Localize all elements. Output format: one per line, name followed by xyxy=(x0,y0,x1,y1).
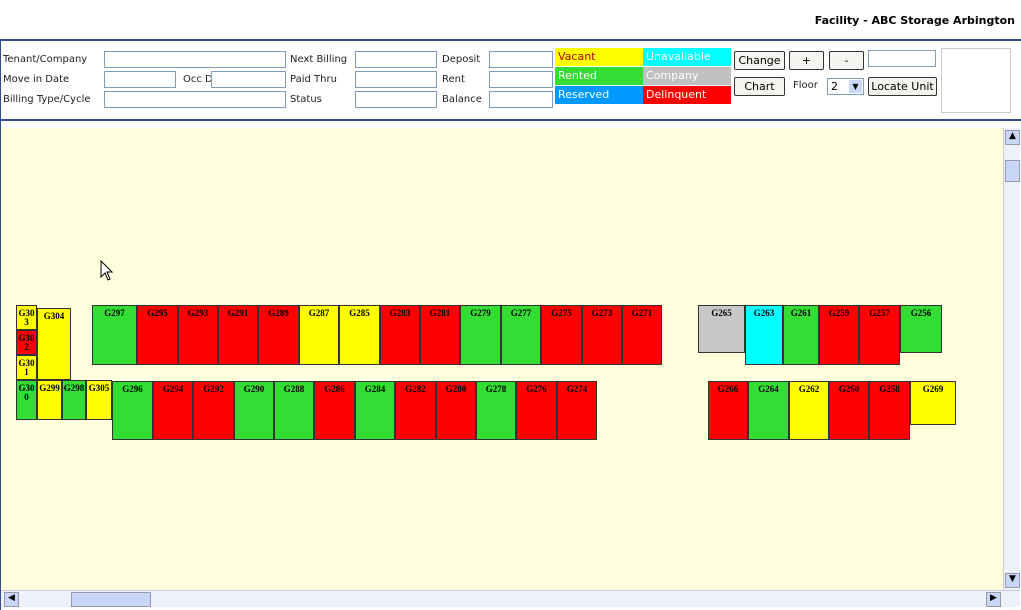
storage-unit[interactable]: G263 xyxy=(745,305,783,365)
storage-unit[interactable]: G264 xyxy=(748,381,789,440)
scroll-left[interactable]: ◀ xyxy=(4,592,19,607)
storage-unit[interactable]: G295 xyxy=(137,305,178,365)
field-label: Next Billing xyxy=(290,54,348,65)
text-input[interactable] xyxy=(355,91,437,108)
scroll-up[interactable]: ▲ xyxy=(1005,130,1020,145)
storage-unit[interactable]: G285 xyxy=(339,305,380,365)
storage-unit[interactable]: G269 xyxy=(910,381,956,425)
legend-item: Vacant xyxy=(555,48,643,66)
field-label: Deposit xyxy=(442,54,481,65)
scroll-thumb[interactable] xyxy=(1005,160,1020,182)
text-input[interactable] xyxy=(355,51,437,68)
legend-item: Unavailable xyxy=(643,48,731,66)
storage-unit[interactable]: G282 xyxy=(395,381,436,440)
vertical-scrollbar[interactable]: ▲ ▼ xyxy=(1003,128,1020,590)
divider xyxy=(0,39,1021,41)
storage-unit[interactable]: G262 xyxy=(789,381,829,440)
text-input[interactable] xyxy=(104,71,176,88)
storage-unit[interactable]: G265 xyxy=(698,305,745,353)
storage-unit[interactable]: G286 xyxy=(314,381,355,440)
mouse-cursor xyxy=(100,260,114,281)
storage-unit[interactable]: G305 xyxy=(86,380,112,420)
storage-unit[interactable]: G292 xyxy=(193,381,234,440)
storage-unit[interactable]: G287 xyxy=(299,305,339,365)
storage-unit[interactable]: G301 xyxy=(16,355,37,380)
storage-unit[interactable]: G277 xyxy=(501,305,541,365)
text-input[interactable] xyxy=(211,71,286,88)
button[interactable]: Change xyxy=(734,51,785,70)
storage-unit[interactable]: G293 xyxy=(178,305,218,365)
storage-unit[interactable]: G298 xyxy=(62,380,86,420)
storage-unit[interactable]: G271 xyxy=(622,305,662,365)
storage-unit[interactable]: G303 xyxy=(16,305,37,330)
floor-label: Floor xyxy=(793,80,818,91)
left-border xyxy=(0,40,1,610)
button[interactable]: + xyxy=(789,51,824,70)
field-label: Balance xyxy=(442,94,482,105)
text-input[interactable] xyxy=(104,91,286,108)
field-label: Occ Days xyxy=(183,74,231,85)
storage-unit[interactable]: G279 xyxy=(460,305,501,365)
storage-unit[interactable]: G275 xyxy=(541,305,582,365)
storage-unit[interactable]: G258 xyxy=(869,381,910,440)
legend-item: Reserved xyxy=(555,86,643,104)
storage-unit[interactable]: G284 xyxy=(355,381,395,440)
dropdown-arrow[interactable]: ▼ xyxy=(849,80,862,93)
button[interactable]: - xyxy=(829,51,864,70)
storage-unit[interactable]: G259 xyxy=(819,305,859,365)
field-label: Billing Type/Cycle xyxy=(3,94,91,105)
facility-title: Facility - ABC Storage Arbington xyxy=(814,14,1015,27)
scroll-down[interactable]: ▼ xyxy=(1005,573,1020,588)
field-label: Move in Date xyxy=(3,74,70,85)
storage-unit[interactable]: G300 xyxy=(16,380,37,420)
legend-item: Delinquent xyxy=(643,86,731,104)
button[interactable]: Chart xyxy=(734,77,785,96)
storage-unit[interactable]: G290 xyxy=(234,381,274,440)
storage-unit[interactable]: G304 xyxy=(37,308,71,380)
storage-unit[interactable]: G256 xyxy=(900,305,942,353)
storage-unit[interactable]: G291 xyxy=(218,305,258,365)
storage-unit[interactable]: G288 xyxy=(274,381,314,440)
scroll-right[interactable]: ▶ xyxy=(986,592,1001,607)
divider xyxy=(0,119,1021,121)
field-label: Paid Thru xyxy=(290,74,337,85)
storage-unit[interactable]: G281 xyxy=(420,305,460,365)
text-input[interactable] xyxy=(489,91,553,108)
field-label: Rent xyxy=(442,74,465,85)
storage-unit[interactable]: G299 xyxy=(37,380,62,420)
scroll-thumb[interactable] xyxy=(71,592,151,607)
storage-unit[interactable]: G261 xyxy=(783,305,819,365)
legend-item: Company xyxy=(643,67,731,85)
storage-unit[interactable]: G289 xyxy=(258,305,299,365)
floor-select[interactable]: 2 ▼ xyxy=(827,78,864,95)
button[interactable]: Locate Unit xyxy=(868,77,937,96)
storage-unit[interactable]: G260 xyxy=(829,381,869,440)
storage-unit[interactable]: G280 xyxy=(436,381,476,440)
storage-unit[interactable]: G302 xyxy=(16,330,37,355)
text-input[interactable] xyxy=(489,51,553,68)
storage-unit[interactable]: G273 xyxy=(582,305,622,365)
floor-value: 2 xyxy=(831,80,838,93)
storage-unit[interactable]: G283 xyxy=(380,305,420,365)
storage-unit[interactable]: G294 xyxy=(153,381,193,440)
storage-unit[interactable]: G274 xyxy=(557,381,597,440)
storage-unit[interactable]: G266 xyxy=(708,381,748,440)
field-label: Status xyxy=(290,94,322,105)
text-input[interactable] xyxy=(104,51,286,68)
info-box xyxy=(941,48,1011,113)
storage-unit[interactable]: G278 xyxy=(476,381,516,440)
legend-item: Rented xyxy=(555,67,643,85)
text-input[interactable] xyxy=(489,71,553,88)
field-label: Tenant/Company xyxy=(3,54,88,65)
storage-unit[interactable]: G297 xyxy=(92,305,137,365)
storage-unit[interactable]: G296 xyxy=(112,381,153,440)
text-input[interactable] xyxy=(355,71,437,88)
storage-unit[interactable]: G257 xyxy=(859,305,900,365)
text-input[interactable] xyxy=(868,50,936,67)
storage-unit[interactable]: G276 xyxy=(516,381,557,440)
horizontal-scrollbar[interactable]: ◀ ▶ xyxy=(1,590,1020,607)
